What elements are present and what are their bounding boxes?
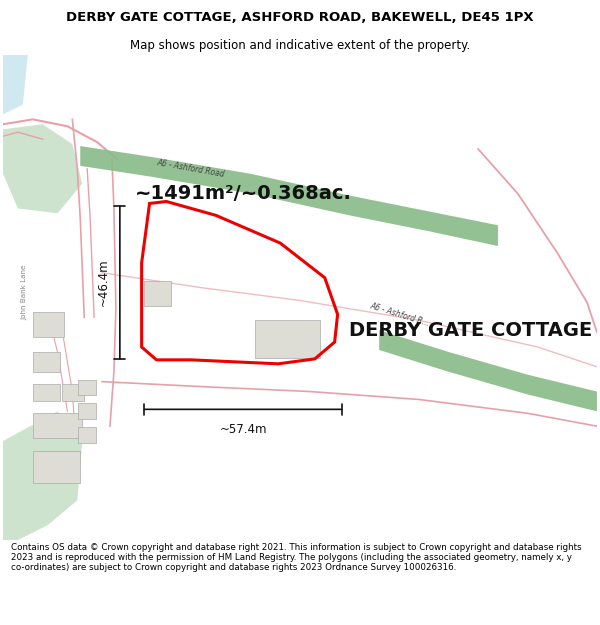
Text: Map shows position and indicative extent of the property.: Map shows position and indicative extent… [130,39,470,51]
Text: DERBY GATE COTTAGE, ASHFORD ROAD, BAKEWELL, DE45 1PX: DERBY GATE COTTAGE, ASHFORD ROAD, BAKEWE… [66,11,534,24]
Polygon shape [3,411,82,540]
Bar [33,352,61,372]
Bar [33,413,82,438]
Text: Contains OS data © Crown copyright and database right 2021. This information is : Contains OS data © Crown copyright and d… [11,542,581,572]
Text: ~57.4m: ~57.4m [220,423,267,436]
Text: DERBY GATE COTTAGE: DERBY GATE COTTAGE [349,321,593,339]
Text: ~1491m²/~0.368ac.: ~1491m²/~0.368ac. [135,184,352,203]
Bar [33,384,61,401]
Text: John Bank Lane: John Bank Lane [22,265,28,320]
Bar [256,320,320,358]
Polygon shape [3,124,82,213]
Polygon shape [80,146,498,246]
Bar [143,281,172,306]
Bar [78,379,96,396]
Bar [62,384,84,401]
Bar [78,427,96,443]
Text: ~46.4m: ~46.4m [97,259,110,306]
Text: A6 - Ashford R...: A6 - Ashford R... [369,301,431,328]
Polygon shape [3,55,28,114]
Bar [78,403,96,419]
Bar [33,312,64,337]
Polygon shape [379,330,597,411]
Bar [33,451,80,482]
Text: A6 - Ashford Road: A6 - Ashford Road [157,158,226,179]
